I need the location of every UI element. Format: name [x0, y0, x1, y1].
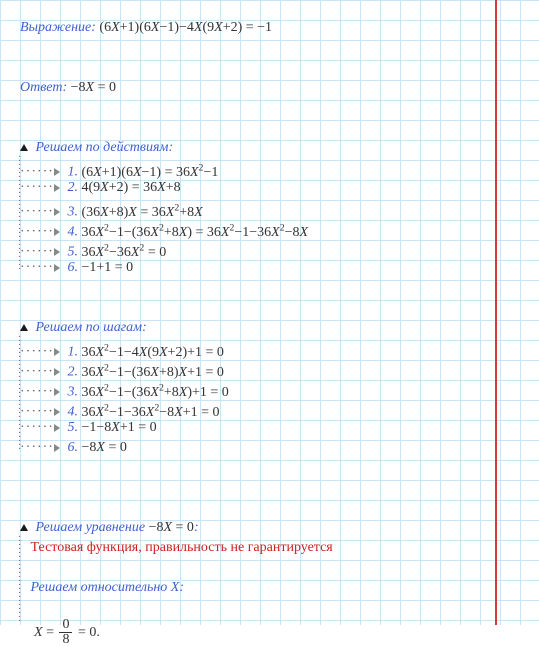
step-row: ······ 6. −8X = 0	[20, 438, 333, 458]
expression-value: (6X+1)(6X−1)−4X(9X+2) = −1	[99, 20, 272, 35]
step-row: ······ 2. 36X2−1−(36X+8)X+1 = 0	[20, 358, 333, 378]
arrow-icon	[20, 524, 28, 531]
answer-label: Ответ:	[20, 80, 67, 95]
expression-label: Выражение:	[20, 20, 96, 35]
tri-icon	[54, 408, 60, 416]
solve-result-row: X = 08 = 0.	[20, 618, 333, 646]
step-row: ······ 3. (36X+8)X = 36X2+8X	[20, 198, 333, 218]
step-expr: −8X = 0	[81, 440, 126, 455]
tri-icon	[54, 168, 60, 176]
step-num: 6.	[67, 260, 78, 275]
step-num: 5.	[67, 420, 78, 435]
tri-icon	[54, 424, 60, 432]
step-row: ······ 1. 36X2−1−4X(9X+2)+1 = 0	[20, 338, 333, 358]
step-row: ······ 6. −1+1 = 0	[20, 258, 333, 278]
expression-row: Выражение: (6X+1)(6X−1)−4X(9X+2) = −1	[20, 18, 333, 38]
step-num: 6.	[67, 440, 78, 455]
tri-icon	[54, 348, 60, 356]
arrow-icon	[20, 144, 28, 151]
frac-bot: 8	[59, 633, 72, 647]
solve-result: X = 08 = 0.	[34, 625, 100, 640]
step-expr: −1+1 = 0	[81, 260, 133, 275]
tri-icon	[54, 444, 60, 452]
tri-icon	[54, 184, 60, 192]
tri-icon	[54, 388, 60, 396]
tri-icon	[54, 248, 60, 256]
step-row: ······ 2. 4(9X+2) = 36X+8	[20, 178, 333, 198]
step-row: ······ 1. (6X+1)(6X−1) = 36X2−1	[20, 158, 333, 178]
solve-title-row: Решаем уравнение −8X = 0: ··············…	[20, 518, 333, 538]
solve-title-suffix: :	[194, 520, 199, 535]
step-num: 2.	[67, 180, 78, 195]
solve-rel-label: Решаем относительно X:	[31, 580, 185, 595]
section-title: Решаем по шагам: ·······················…	[20, 318, 333, 338]
solve-rel-title: Решаем относительно X:	[20, 578, 333, 598]
step-row: ······ 3. 36X2−1−(36X2+8X)+1 = 0	[20, 378, 333, 398]
tri-icon	[54, 228, 60, 236]
answer-value: −8X = 0	[71, 80, 116, 95]
solve-equation: −8X = 0	[149, 520, 194, 535]
arrow-icon	[20, 324, 28, 331]
step-row: ······ 4. 36X2−1−36X2−8X+1 = 0	[20, 398, 333, 418]
solve-title-prefix: Решаем уравнение	[36, 520, 149, 535]
tri-icon	[54, 208, 60, 216]
margin-line	[495, 0, 497, 625]
step-expr: −1−8X+1 = 0	[81, 420, 156, 435]
step-row: ······ 5. 36X2−36X2 = 0	[20, 238, 333, 258]
tri-icon	[54, 368, 60, 376]
solve-warn-row: Тестовая функция, правильность не гарант…	[20, 538, 333, 558]
step-row: ······ 5. −1−8X+1 = 0	[20, 418, 333, 438]
step-expr: 4(9X+2) = 36X+8	[81, 180, 180, 195]
answer-row: Ответ: −8X = 0	[20, 78, 333, 98]
section-title: Решаем по действиям: ···················…	[20, 138, 333, 158]
solve-warning: Тестовая функция, правильность не гарант…	[31, 540, 333, 555]
tri-icon	[54, 264, 60, 272]
step-row: ······ 4. 36X2−1−(36X2+8X) = 36X2−1−36X2…	[20, 218, 333, 238]
page-content: Выражение: (6X+1)(6X−1)−4X(9X+2) = −1 От…	[20, 18, 333, 646]
section-title-label: Решаем по действиям:	[36, 140, 174, 155]
section-title-label: Решаем по шагам:	[36, 320, 147, 335]
frac-top: 0	[59, 618, 72, 633]
